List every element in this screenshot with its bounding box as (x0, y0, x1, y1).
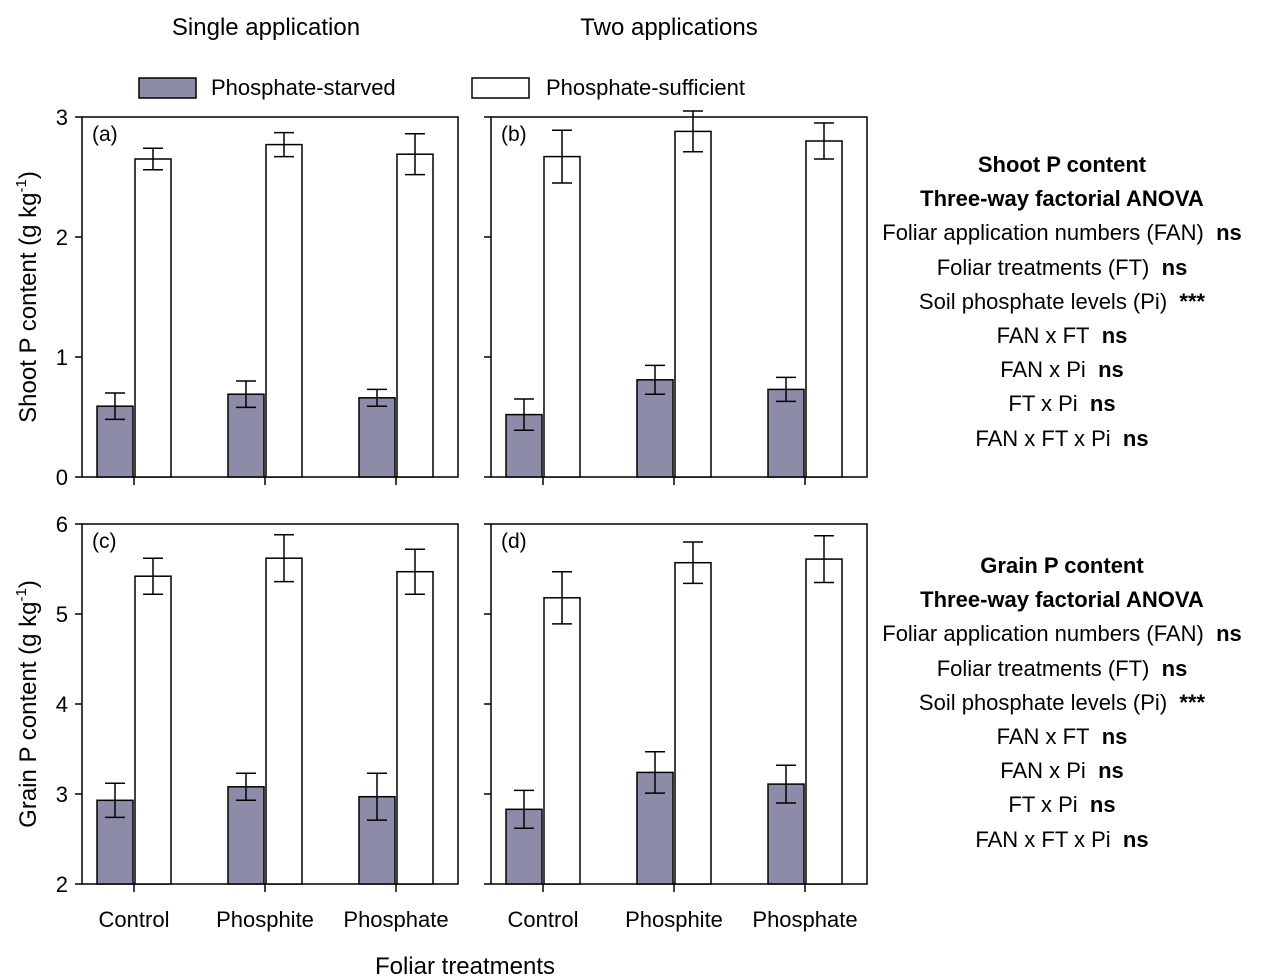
panel-2: (c) 2 3 4 5 6 Grain P content (g kg-1) Control P… (13, 512, 459, 932)
bar-sufficient (805, 140, 843, 478)
anova-row: FT x Pi ns (1008, 792, 1116, 818)
anova-row: FT x Pi ns (1008, 391, 1116, 417)
bar-sufficient (134, 575, 172, 885)
bar-sufficient (265, 557, 303, 885)
anova-row: Foliar treatments (FT) ns (936, 655, 1188, 681)
x-tick-label: Phosphite (216, 907, 314, 932)
bar-sufficient (265, 143, 303, 478)
y-tick-label: 3 (56, 105, 68, 130)
bar-sufficient (805, 558, 843, 885)
y-tick-label: 6 (56, 512, 68, 537)
col-title-single: Single application (172, 14, 360, 41)
x-tick-label: Control (99, 907, 170, 932)
anova-row: FAN x FT x Pi ns (975, 425, 1149, 451)
col-title-two: Two applications (580, 14, 757, 41)
panel-1: (b) (484, 110, 868, 485)
legend-label-sufficient: Phosphate-sufficient (546, 75, 745, 100)
y-tick-label: 1 (56, 345, 68, 370)
bar-sufficient (543, 597, 581, 885)
panel-3: (d) Control Phosphite Phosphate (484, 523, 868, 932)
y-tick-label: 5 (56, 602, 68, 627)
bar-starved (358, 397, 396, 478)
panel-0: (a) 0 1 2 3 Shoot P content (g kg-1) (13, 105, 459, 490)
y-tick-label: 2 (56, 225, 68, 250)
anova-shoot-subtitle: Three-way factorial ANOVA (920, 186, 1204, 212)
y-axis-label: Shoot P content (g kg-1) (13, 171, 42, 423)
x-tick-label: Phosphite (625, 907, 723, 932)
anova-row: FAN x FT ns (996, 724, 1128, 750)
anova-row: FAN x FT ns (996, 323, 1128, 349)
bar-starved (767, 388, 805, 478)
anova-row: Foliar treatments (FT) ns (936, 254, 1188, 280)
anova-row: Soil phosphate levels (Pi) *** (918, 288, 1206, 314)
y-tick-label: 2 (56, 872, 68, 897)
anova-row: FAN x Pi ns (1000, 357, 1124, 383)
panel-label: (d) (501, 530, 527, 553)
bar-sufficient (396, 153, 434, 478)
y-axis-label: Grain P content (g kg-1) (13, 580, 42, 828)
anova-grain-title: Grain P content (980, 553, 1144, 578)
bar-sufficient (134, 158, 172, 478)
anova-shoot-block: Shoot P content Three-way factorial ANOV… (860, 148, 1264, 456)
bar-sufficient (543, 155, 581, 478)
legend: Phosphate-starved Phosphate-sufficient (138, 75, 745, 100)
x-tick-label: Phosphate (343, 907, 448, 932)
panel-label: (c) (92, 530, 117, 553)
x-tick-label: Phosphate (752, 907, 857, 932)
bar-starved (636, 379, 674, 478)
anova-grain-subtitle: Three-way factorial ANOVA (920, 587, 1204, 613)
x-tick-label: Control (508, 907, 579, 932)
anova-row: FAN x FT x Pi ns (975, 826, 1149, 852)
anova-row: FAN x Pi ns (1000, 758, 1124, 784)
panel-label: (b) (501, 123, 527, 146)
bar-sufficient (396, 570, 434, 885)
panel-label: (a) (92, 123, 118, 146)
y-tick-label: 0 (56, 465, 68, 490)
bar-starved (227, 786, 265, 885)
bar-sufficient (674, 130, 712, 478)
legend-label-starved: Phosphate-starved (211, 75, 396, 100)
anova-row: Foliar application numbers (FAN) ns (882, 220, 1242, 246)
anova-grain-block: Grain P content Three-way factorial ANOV… (860, 549, 1264, 857)
panels: (a) 0 1 2 3 Shoot P content (g kg-1) (b) (c) 2 3 4… (13, 105, 868, 932)
bar-sufficient (674, 561, 712, 885)
anova-row: Soil phosphate levels (Pi) *** (918, 689, 1206, 715)
anova-row: Foliar application numbers (FAN) ns (882, 621, 1242, 647)
x-axis-title: Foliar treatments (375, 953, 555, 978)
legend-swatch-starved (138, 77, 197, 99)
anova-shoot-title: Shoot P content (977, 152, 1147, 177)
y-tick-label: 4 (56, 692, 68, 717)
legend-swatch-sufficient (471, 77, 530, 99)
y-tick-label: 3 (56, 782, 68, 807)
